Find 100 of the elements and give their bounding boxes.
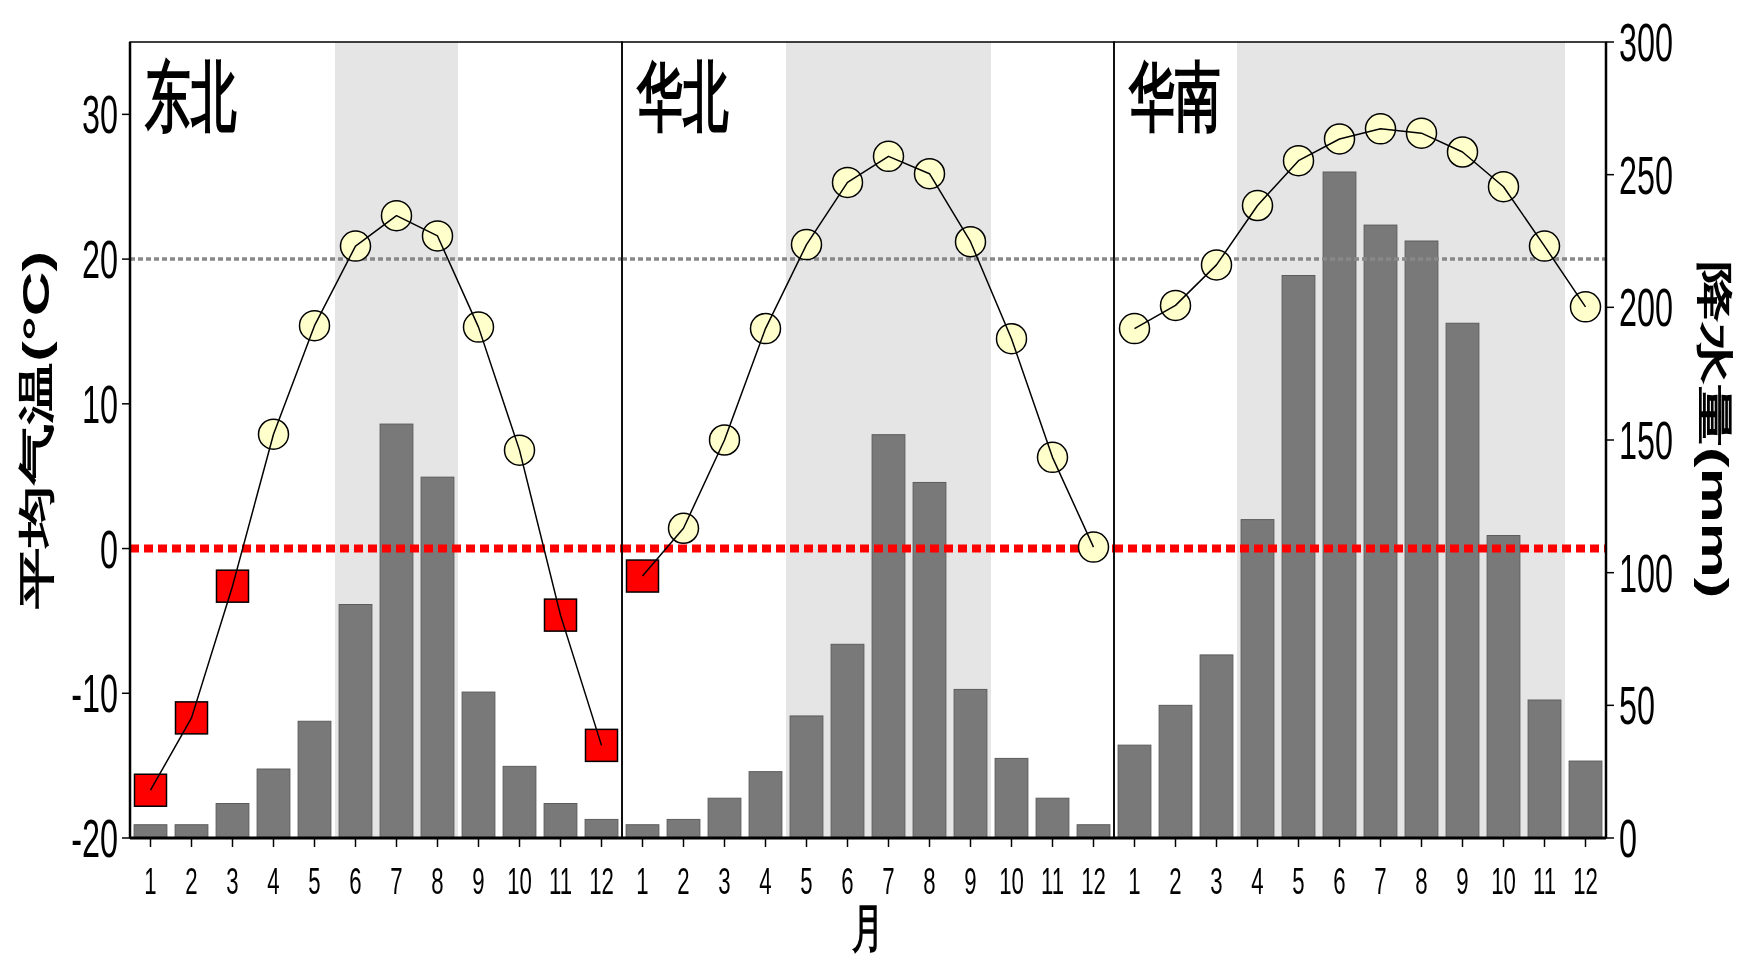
point — [1446, 136, 1479, 168]
x-tick-label: 9 — [964, 860, 977, 902]
point — [543, 598, 578, 632]
x-tick-label: 7 — [882, 860, 895, 902]
point — [584, 728, 619, 763]
x-tick-label: 10 — [999, 860, 1024, 902]
point — [174, 701, 209, 735]
bar — [584, 818, 619, 839]
point — [790, 228, 823, 261]
y2-tick-label: 100 — [1619, 543, 1674, 603]
bar — [1117, 744, 1152, 839]
bar — [215, 803, 250, 839]
chart-title: 华北 — [635, 53, 729, 139]
point — [257, 418, 290, 450]
point — [625, 559, 660, 593]
point — [954, 225, 987, 258]
bar — [461, 691, 496, 839]
x-tick-label: 2 — [677, 860, 690, 902]
point — [1118, 312, 1151, 345]
bar — [1404, 240, 1439, 839]
x-tick-label: 8 — [431, 860, 444, 902]
point — [1405, 117, 1438, 149]
bar — [338, 604, 373, 839]
bar — [1568, 760, 1603, 839]
x-tick-label: 3 — [1210, 860, 1223, 902]
x-tick-label: 5 — [308, 860, 321, 902]
y2-tick-label: 0 — [1619, 808, 1638, 868]
y-tick-label: -20 — [71, 808, 118, 868]
x-tick-label: 12 — [1081, 860, 1106, 902]
x-tick-label: 7 — [1374, 860, 1387, 902]
bar — [666, 818, 701, 839]
x-tick-label: 8 — [923, 860, 936, 902]
y-tick-label: 10 — [81, 374, 118, 434]
x-tick-label: 1 — [636, 860, 649, 902]
point — [1569, 291, 1602, 323]
x-tick-label: 4 — [1251, 860, 1264, 902]
bar — [502, 765, 537, 839]
y-tick-label: -10 — [71, 663, 118, 724]
x-tick-label: 11 — [1532, 860, 1557, 902]
point — [1077, 531, 1110, 563]
bar — [1363, 224, 1398, 839]
x-tick-label: 1 — [1128, 860, 1141, 902]
bar — [912, 481, 947, 839]
y2-axis-title: 降水量(mm) — [1694, 261, 1736, 599]
point — [749, 312, 782, 345]
x-tick-label: 3 — [226, 860, 239, 902]
y2-tick-label: 200 — [1619, 277, 1674, 338]
point — [1323, 123, 1356, 155]
bar — [830, 643, 865, 839]
bar — [871, 434, 906, 839]
bar — [1076, 824, 1111, 839]
x-tick-label: 10 — [1491, 860, 1516, 902]
x-tick-label: 2 — [1169, 860, 1182, 902]
point — [421, 220, 454, 252]
point — [1282, 144, 1315, 177]
bar — [1527, 699, 1562, 839]
x-tick-label: 4 — [267, 860, 280, 902]
y-tick-label: 30 — [81, 84, 118, 145]
point — [215, 569, 250, 603]
point — [1364, 113, 1397, 145]
point — [380, 199, 413, 232]
bar — [1445, 322, 1480, 839]
x-tick-label: 5 — [800, 860, 813, 902]
chart-title: 东北 — [144, 53, 237, 139]
bar — [1158, 704, 1193, 839]
y-tick-label: 20 — [81, 229, 118, 290]
y2-tick-label: 250 — [1619, 145, 1674, 205]
point — [995, 322, 1028, 355]
x-tick-label: 10 — [507, 860, 532, 902]
y-tick-label: 0 — [99, 519, 118, 579]
bar — [994, 757, 1029, 839]
bar — [953, 688, 988, 839]
bar — [174, 824, 209, 839]
bar — [133, 824, 168, 839]
point — [1241, 189, 1274, 222]
x-tick-label: 6 — [841, 860, 854, 902]
point — [1528, 230, 1561, 262]
x-tick-label: 6 — [349, 860, 362, 902]
x-tick-label: 9 — [472, 860, 485, 902]
y2-tick-label: 150 — [1619, 410, 1674, 470]
point — [1159, 289, 1192, 322]
bar — [1240, 519, 1275, 839]
point — [831, 166, 864, 199]
x-tick-label: 12 — [1573, 860, 1598, 902]
x-tick-label: 3 — [718, 860, 731, 902]
point — [913, 157, 946, 190]
x-tick-label: 4 — [759, 860, 772, 902]
point — [708, 424, 741, 456]
bar — [1199, 654, 1234, 839]
bar — [1486, 535, 1521, 839]
point — [298, 309, 331, 342]
point — [872, 140, 905, 173]
x-tick-label: 7 — [390, 860, 403, 902]
x-tick-label: 11 — [548, 860, 573, 902]
x-tick-label: 9 — [1456, 860, 1469, 902]
x-tick-label: 12 — [589, 860, 614, 902]
bar — [1281, 274, 1316, 839]
point — [1487, 170, 1520, 203]
bar — [543, 803, 578, 839]
x-tick-label: 8 — [1415, 860, 1428, 902]
